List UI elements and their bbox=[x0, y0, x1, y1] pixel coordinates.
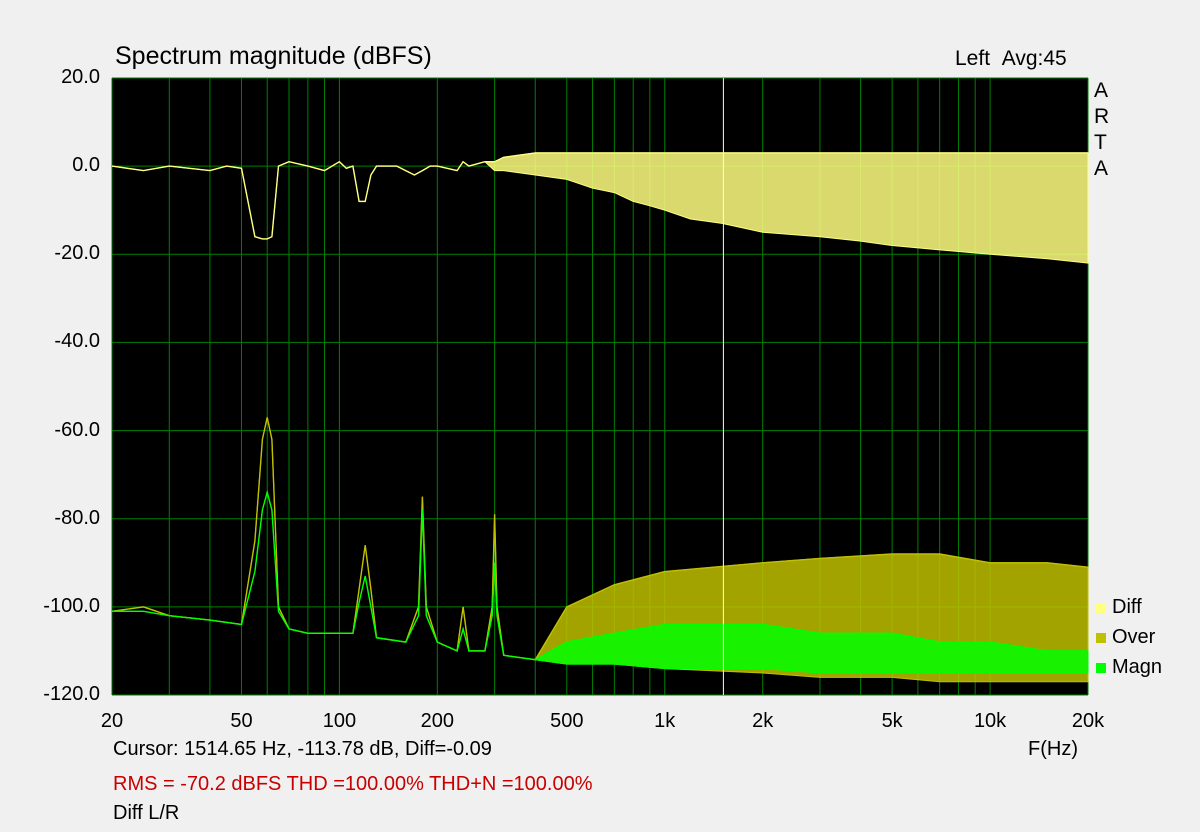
y-tick-label: -100.0 bbox=[43, 594, 100, 617]
magn-series-line bbox=[112, 489, 1088, 661]
legend-label: Magn bbox=[1112, 656, 1163, 678]
legend-swatch bbox=[1096, 662, 1106, 673]
y-tick-label: -120.0 bbox=[43, 683, 100, 705]
x-tick-label: 20 bbox=[100, 710, 124, 732]
channel-label: Left bbox=[955, 47, 991, 70]
arta-brand: A R T A bbox=[1094, 78, 1109, 182]
mode-label: Diff L/R bbox=[113, 802, 180, 824]
x-axis-title: F(Hz) bbox=[1028, 738, 1078, 760]
brand-letter: A bbox=[1094, 79, 1109, 102]
x-tick-label: 500 bbox=[550, 710, 584, 732]
avg-label: Avg:45 bbox=[1001, 47, 1067, 70]
brand-letter: A bbox=[1094, 157, 1109, 180]
legend-item-diff[interactable]: Diff bbox=[1096, 596, 1142, 619]
legend-swatch bbox=[1096, 602, 1106, 613]
y-tick-label: 20.0 bbox=[61, 66, 100, 88]
legend-item-magn[interactable]: Magn bbox=[1096, 656, 1162, 679]
legend-label: Over bbox=[1112, 626, 1156, 648]
y-tick-label: -40.0 bbox=[54, 330, 100, 353]
x-tick-label: 1k bbox=[654, 710, 676, 732]
cursor-readout: Cursor: 1514.65 Hz, -113.78 dB, Diff=-0.… bbox=[113, 738, 492, 760]
x-tick-label: 200 bbox=[420, 710, 455, 732]
y-tick-label: -20.0 bbox=[54, 242, 100, 265]
x-tick-label: 50 bbox=[230, 710, 253, 732]
legend-item-over[interactable]: Over bbox=[1096, 626, 1155, 649]
x-tick-label: 20k bbox=[1071, 710, 1105, 732]
x-tick-label: 100 bbox=[322, 710, 357, 732]
x-tick-label: 10k bbox=[973, 710, 1007, 732]
diff-series-line bbox=[111, 152, 1088, 240]
brand-letter: T bbox=[1094, 131, 1107, 154]
rms-readout: RMS = -70.2 dBFS THD =100.00% THD+N =100… bbox=[113, 773, 593, 795]
legend-swatch bbox=[1096, 632, 1106, 643]
brand-letter: R bbox=[1094, 105, 1110, 128]
y-tick-label: 0.0 bbox=[72, 154, 100, 177]
x-tick-label: 2k bbox=[752, 710, 774, 732]
x-tick-label: 5k bbox=[881, 710, 903, 732]
legend-label: Diff bbox=[1112, 596, 1142, 618]
y-tick-label: -60.0 bbox=[54, 418, 100, 441]
chart-title: Spectrum magnitude (dBFS) bbox=[115, 42, 432, 70]
channel-info: Left Avg:45 bbox=[955, 47, 1067, 71]
y-tick-label: -80.0 bbox=[54, 506, 100, 529]
